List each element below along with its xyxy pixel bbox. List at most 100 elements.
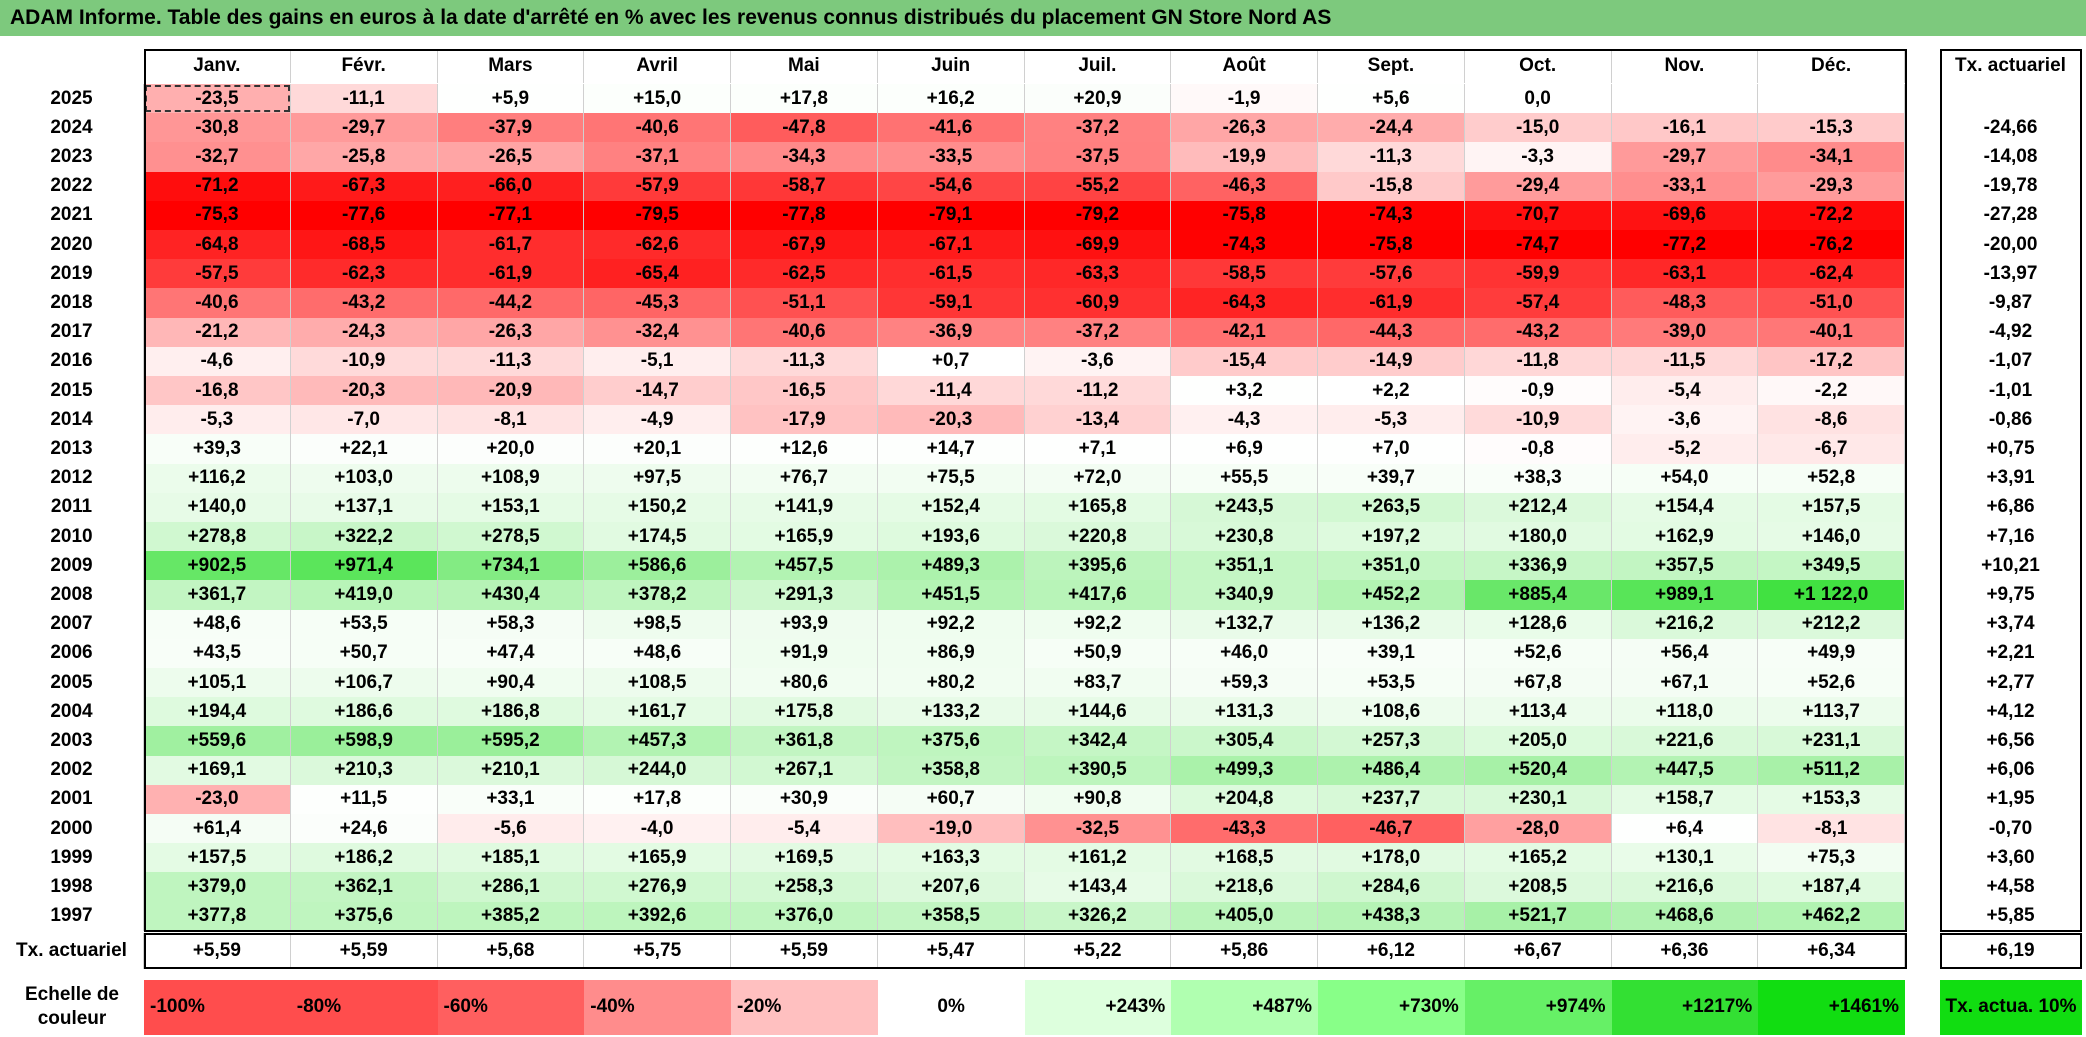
cell: -43,2: [1464, 317, 1612, 347]
cell: -62,4: [1758, 259, 1905, 289]
row-header: Tx. actuariel: [0, 932, 144, 969]
row-header: 2009: [0, 551, 144, 581]
column-header: Nov.: [1612, 49, 1759, 83]
cell: -34,3: [731, 142, 878, 172]
cell: +7,0: [1318, 434, 1465, 464]
cell: +276,9: [584, 872, 731, 902]
cell: +169,5: [731, 843, 878, 873]
cell: +67,1: [1611, 668, 1759, 698]
cell: -11,4: [877, 376, 1025, 406]
cell: +511,2: [1758, 755, 1905, 785]
cell: +417,6: [1024, 580, 1172, 610]
cell: +216,2: [1611, 609, 1759, 639]
column-header: Févr.: [291, 49, 438, 83]
cell: -79,2: [1024, 200, 1172, 230]
tx-cell: +4,12: [1940, 697, 2082, 727]
cell: +6,4: [1611, 814, 1759, 844]
cell: -69,9: [1024, 230, 1172, 260]
cell: +586,6: [584, 551, 731, 581]
cell: +489,3: [877, 551, 1025, 581]
cell: -44,3: [1318, 317, 1465, 347]
row-header: 2006: [0, 638, 144, 668]
cell: +141,9: [731, 492, 878, 522]
row-header: 1998: [0, 872, 144, 902]
cell: +136,2: [1318, 609, 1465, 639]
cell: -2,2: [1758, 376, 1905, 406]
cell: +447,5: [1611, 755, 1759, 785]
cell: -43,2: [290, 288, 438, 318]
cell: +59,3: [1171, 668, 1318, 698]
column-header: Tx. actuariel: [1940, 49, 2082, 83]
tx-cell: +10,21: [1940, 551, 2082, 581]
cell: -10,9: [290, 346, 438, 376]
cell: -20,3: [877, 405, 1025, 435]
cell: +17,8: [584, 784, 731, 814]
cell: +186,2: [290, 843, 438, 873]
cell: +153,3: [1758, 784, 1905, 814]
cell: -4,0: [584, 814, 731, 844]
cell: -26,5: [437, 142, 585, 172]
cell: +150,2: [584, 492, 731, 522]
row-header: 2001: [0, 784, 144, 814]
cell: -5,6: [437, 814, 585, 844]
cell: +133,2: [877, 697, 1025, 727]
cell: -15,3: [1758, 113, 1905, 143]
footer-cell: +5,59: [144, 932, 291, 969]
cell: +349,5: [1758, 551, 1905, 581]
cell: -51,1: [731, 288, 878, 318]
tx-cell: +2,77: [1940, 668, 2082, 698]
cell: +15,0: [584, 84, 731, 114]
cell: +144,6: [1024, 697, 1172, 727]
cell: -5,3: [144, 405, 291, 435]
cell: +20,1: [584, 434, 731, 464]
row-header: 2025: [0, 84, 144, 114]
footer-cell: +6,36: [1612, 932, 1759, 969]
row-header: 2020: [0, 230, 144, 260]
cell: +39,3: [144, 434, 291, 464]
cell: +451,5: [877, 580, 1025, 610]
cell: -14,9: [1318, 346, 1465, 376]
cell: -60,9: [1024, 288, 1172, 318]
cell: -77,1: [437, 200, 585, 230]
cell: 0,0: [1464, 84, 1612, 114]
cell: +438,3: [1318, 901, 1465, 931]
cell: -16,8: [144, 376, 291, 406]
cell: +186,8: [437, 697, 585, 727]
cell: +80,2: [877, 668, 1025, 698]
cell: -65,4: [584, 259, 731, 289]
cell: +165,8: [1024, 492, 1172, 522]
cell: +168,5: [1171, 843, 1318, 873]
row-header: 1999: [0, 843, 144, 873]
cell: +204,8: [1171, 784, 1318, 814]
row-header: 2010: [0, 522, 144, 552]
cell: +326,2: [1024, 901, 1172, 931]
cell: -8,1: [1758, 814, 1905, 844]
footer-cell: +6,19: [1940, 932, 2082, 969]
cell: +185,1: [437, 843, 585, 873]
legend-step: +1217%: [1611, 979, 1759, 1035]
cell: +457,3: [584, 726, 731, 756]
column-header: Janv.: [144, 49, 291, 83]
cell: +46,0: [1171, 638, 1318, 668]
cell: +378,2: [584, 580, 731, 610]
cell: +12,6: [731, 434, 878, 464]
cell: -63,3: [1024, 259, 1172, 289]
cell: -57,4: [1464, 288, 1612, 318]
cell: -37,1: [584, 142, 731, 172]
cell: +405,0: [1171, 901, 1318, 931]
cell: +108,9: [437, 463, 585, 493]
cell: -40,6: [584, 113, 731, 143]
cell: -59,1: [877, 288, 1025, 318]
row-header: 2016: [0, 346, 144, 376]
cell: -26,3: [437, 317, 585, 347]
cell: +43,5: [144, 638, 291, 668]
cell: +67,8: [1464, 668, 1612, 698]
cell: +143,4: [1024, 872, 1172, 902]
cell: -79,5: [584, 200, 731, 230]
cell: +520,4: [1464, 755, 1612, 785]
cell: +86,9: [877, 638, 1025, 668]
legend-step: +243%: [1024, 979, 1172, 1035]
cell: +358,5: [877, 901, 1025, 931]
cell: +390,5: [1024, 755, 1172, 785]
